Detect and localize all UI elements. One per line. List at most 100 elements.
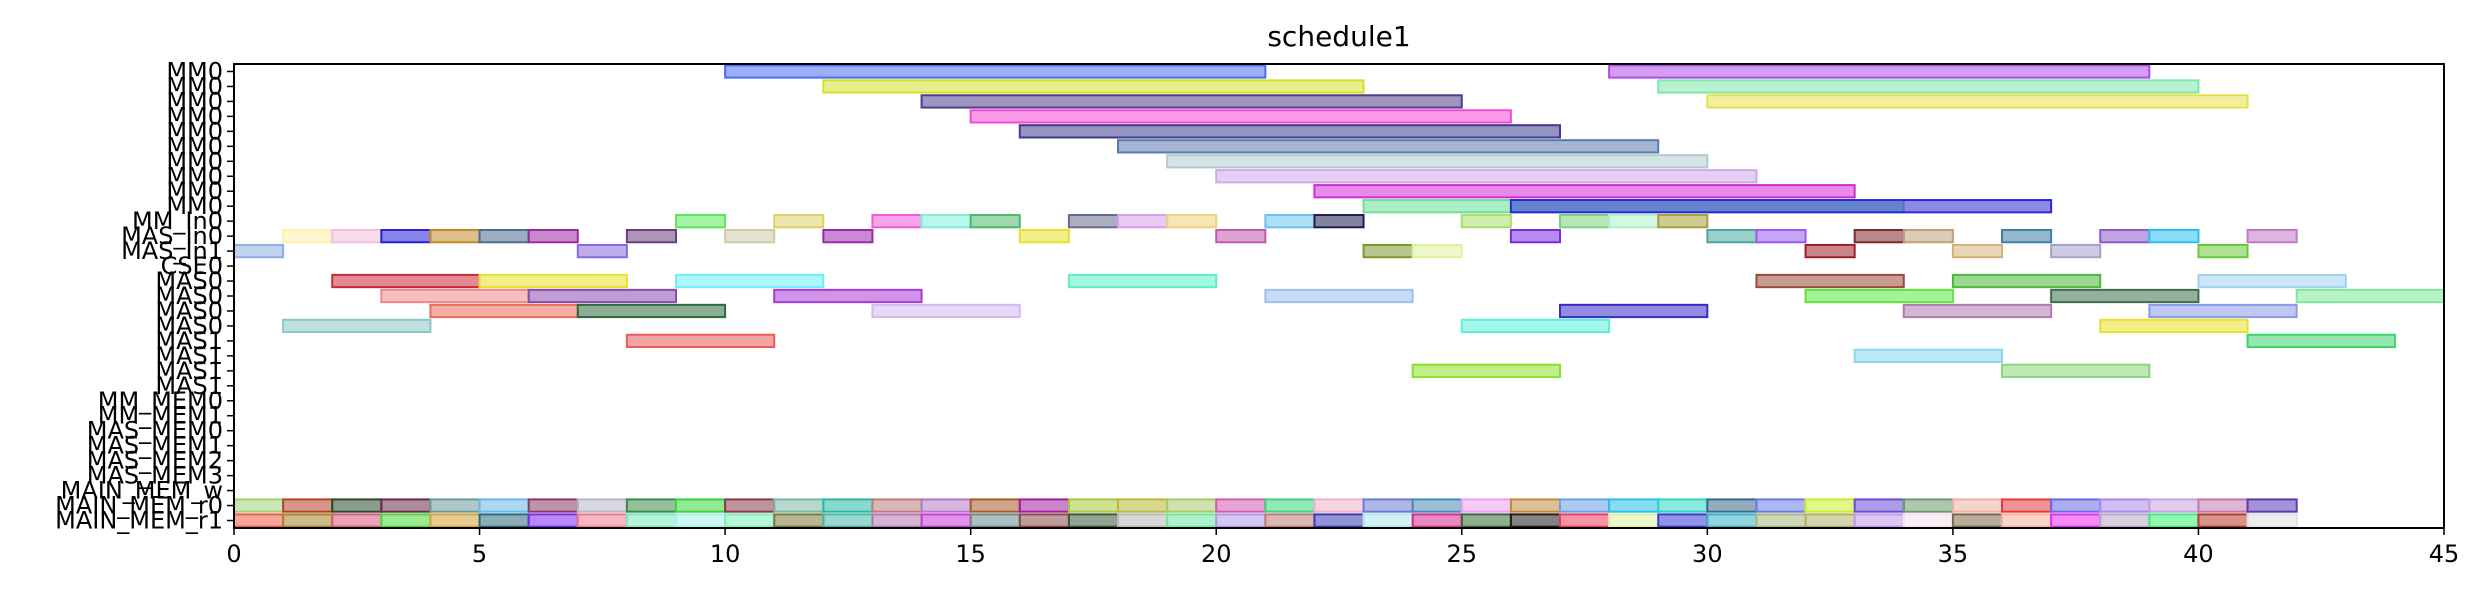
task-bar [822, 498, 874, 513]
y-tick-label: MM0 [166, 147, 223, 175]
x-axis: 0 5 10 15 20 25 30 35 40 45 [226, 528, 2459, 568]
x-tick-label: 15 [955, 540, 986, 568]
y-tick-label: MAS_MEM1 [87, 432, 223, 460]
y-tick-label: MAS1 [155, 327, 223, 355]
task-bar [773, 288, 923, 304]
task-bar [675, 498, 727, 513]
task-bar [2197, 513, 2249, 528]
y-tick-label: MAS_In0 [121, 222, 223, 250]
task-bar [331, 498, 383, 513]
y-tick-label: MAS_MEM0 [87, 417, 223, 445]
task-bar [576, 498, 628, 513]
task-bar [1264, 214, 1316, 229]
task-bar [1313, 184, 1856, 199]
x-tick-label: 35 [1938, 540, 1969, 568]
y-tick-label: MM0 [166, 102, 223, 130]
y-tick-label: MAIN_MEM_w [61, 477, 223, 505]
task-bar [675, 214, 727, 229]
task-bar [1264, 498, 1316, 513]
task-bar [478, 513, 530, 528]
task-bar [1264, 513, 1316, 528]
task-bar [1509, 199, 2053, 214]
task-bar [2197, 273, 2347, 289]
task-bar [1902, 513, 1954, 528]
task-bar [1853, 498, 1905, 513]
task-bar [1902, 303, 2053, 319]
y-tick-label: MM0 [166, 72, 223, 100]
task-bar [773, 498, 825, 513]
task-bar [1804, 288, 1954, 304]
task-bar [1804, 498, 1856, 513]
x-tick-label: 5 [472, 540, 487, 568]
task-bar [625, 498, 678, 513]
task-bar [1902, 498, 1954, 513]
task-bar [724, 498, 776, 513]
task-bar [1608, 214, 1660, 229]
x-tick-label: 25 [1447, 540, 1478, 568]
task-bar [331, 273, 481, 289]
task-bar [1411, 363, 1561, 378]
x-tick-label: 0 [226, 540, 241, 568]
task-bar [233, 243, 285, 259]
task-bar [1657, 79, 2200, 94]
y-tick-label: MAS1 [155, 342, 223, 370]
task-bar [1853, 513, 1905, 528]
task-bar [380, 513, 432, 528]
task-bar [675, 513, 727, 528]
task-bar [724, 64, 1267, 79]
task-bar [1559, 498, 1611, 513]
task-bar [1067, 214, 1120, 229]
task-bar [724, 228, 776, 244]
x-tick-label: 30 [1692, 540, 1723, 568]
task-bar [1853, 348, 2003, 364]
task-bar [282, 318, 432, 334]
y-tick-label: MAS1 [155, 372, 223, 400]
task-bar [1215, 513, 1267, 528]
task-bar [1951, 243, 2004, 259]
task-bar [675, 273, 825, 289]
y-tick-label: MAS0 [155, 297, 223, 325]
task-bar [1067, 273, 1218, 289]
task-bar [1362, 498, 1414, 513]
task-bar [1755, 228, 1807, 244]
task-bar [2148, 498, 2200, 513]
task-bar [969, 109, 1512, 124]
task-bar [920, 214, 972, 229]
task-bar [2246, 333, 2396, 349]
task-bar [822, 79, 1365, 94]
task-bar [969, 214, 1021, 229]
task-bar [233, 498, 285, 513]
task-bar [2099, 318, 2249, 334]
task-bar [527, 498, 579, 513]
y-tick-label: MM0 [166, 87, 223, 115]
task-bar [871, 498, 923, 513]
y-tick-label: MAIN_MEM_r1 [55, 507, 223, 535]
task-bar [2001, 228, 2053, 244]
task-bar [282, 498, 334, 513]
y-tick-label: CSE0 [161, 252, 223, 280]
task-bar [1608, 498, 1660, 513]
task-bar [1804, 243, 1856, 259]
y-tick-label: MM0 [166, 177, 223, 205]
task-bar [969, 513, 1021, 528]
task-bar [822, 513, 874, 528]
task-bar [1018, 124, 1561, 139]
x-tick-label: 20 [1201, 540, 1232, 568]
y-tick-label: MAS0 [155, 267, 223, 295]
task-bar [478, 498, 530, 513]
task-bar [576, 243, 628, 259]
task-bar [1067, 498, 1120, 513]
task-bar [822, 228, 874, 244]
task-bar [1215, 228, 1267, 244]
y-axis: MM0MM0MM0MM0MM0MM0MM0MM0MM0MM0MM_In0MAS_… [55, 57, 234, 535]
task-bar [1460, 513, 1512, 528]
task-bar [2246, 498, 2298, 513]
task-bar [1559, 303, 1709, 319]
task-bar [1018, 228, 1070, 244]
task-bar [2295, 288, 2446, 304]
task-bar [1313, 513, 1365, 528]
x-tick-label: 45 [2429, 540, 2460, 568]
task-bar [773, 214, 825, 229]
task-bar [2099, 498, 2151, 513]
